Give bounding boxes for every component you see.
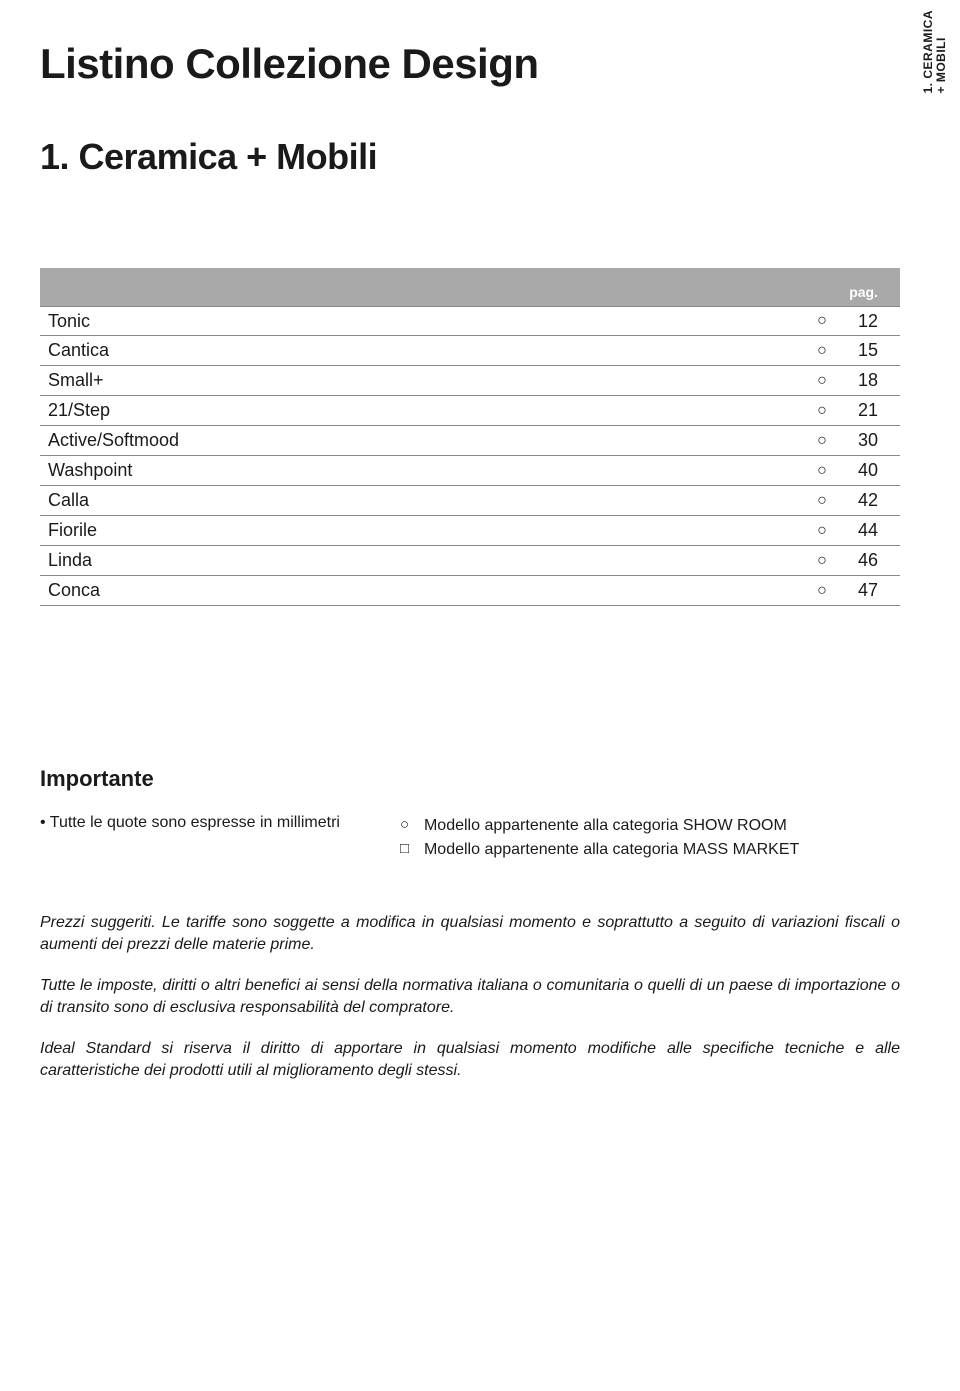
circle-icon: ○ [802, 462, 842, 480]
table-row: 21/Step○21 [40, 396, 900, 426]
circle-icon: ○ [802, 432, 842, 450]
row-name: 21/Step [48, 400, 802, 421]
side-tab-line2: + MOBILI [934, 37, 948, 93]
row-page: 21 [842, 400, 892, 421]
row-page: 46 [842, 550, 892, 571]
legend-item: □ Modello appartenente alla categoria MA… [400, 838, 799, 862]
section-title: 1. Ceramica + Mobili [40, 136, 900, 178]
table-row: Washpoint○40 [40, 456, 900, 486]
row-name: Small+ [48, 370, 802, 391]
circle-icon: ○ [802, 312, 842, 330]
row-name: Conca [48, 580, 802, 601]
legend-text: Modello appartenente alla categoria SHOW… [424, 814, 787, 838]
importante-heading: Importante [40, 766, 900, 792]
legend-text: Modello appartenente alla categoria MASS… [424, 838, 799, 862]
table-header-label: pag. [849, 284, 878, 300]
side-tab-line1: 1. CERAMICA [921, 10, 935, 94]
circle-icon: ○ [802, 552, 842, 570]
legend-item: ○ Modello appartenente alla categoria SH… [400, 814, 799, 838]
row-name: Washpoint [48, 460, 802, 481]
disclaimer-p3: Ideal Standard si riserva il diritto di … [40, 1038, 900, 1081]
table-header: pag. [40, 268, 900, 306]
row-page: 30 [842, 430, 892, 451]
circle-icon: ○ [400, 814, 416, 837]
table-row: Tonic○12 [40, 306, 900, 336]
circle-icon: ○ [802, 372, 842, 390]
legend-right: ○ Modello appartenente alla categoria SH… [400, 814, 799, 862]
row-name: Fiorile [48, 520, 802, 541]
page-title: Listino Collezione Design [40, 40, 900, 88]
circle-icon: ○ [802, 522, 842, 540]
legend-row: • Tutte le quote sono espresse in millim… [40, 814, 900, 862]
table-row: Conca○47 [40, 576, 900, 606]
table-row: Linda○46 [40, 546, 900, 576]
row-page: 44 [842, 520, 892, 541]
row-page: 40 [842, 460, 892, 481]
row-page: 47 [842, 580, 892, 601]
importante-section: Importante • Tutte le quote sono espress… [40, 766, 900, 1082]
row-name: Active/Softmood [48, 430, 802, 451]
circle-icon: ○ [802, 402, 842, 420]
row-name: Linda [48, 550, 802, 571]
disclaimer: Prezzi suggeriti. Le tariffe sono sogget… [40, 912, 900, 1082]
row-page: 15 [842, 340, 892, 361]
row-page: 18 [842, 370, 892, 391]
legend-bullet: • Tutte le quote sono espresse in millim… [40, 814, 340, 862]
circle-icon: ○ [802, 342, 842, 360]
circle-icon: ○ [802, 582, 842, 600]
row-page: 12 [842, 311, 892, 332]
index-table: pag. Tonic○12Cantica○15Small+○1821/Step○… [40, 268, 900, 606]
square-icon: □ [400, 838, 416, 861]
table-row: Active/Softmood○30 [40, 426, 900, 456]
side-tab: 1. CERAMICA + MOBILI [922, 10, 948, 94]
row-name: Calla [48, 490, 802, 511]
table-row: Small+○18 [40, 366, 900, 396]
table-row: Fiorile○44 [40, 516, 900, 546]
row-name: Tonic [48, 311, 802, 332]
disclaimer-p1: Prezzi suggeriti. Le tariffe sono sogget… [40, 912, 900, 955]
table-row: Calla○42 [40, 486, 900, 516]
table-row: Cantica○15 [40, 336, 900, 366]
row-page: 42 [842, 490, 892, 511]
row-name: Cantica [48, 340, 802, 361]
disclaimer-p2: Tutte le imposte, diritti o altri benefi… [40, 975, 900, 1018]
circle-icon: ○ [802, 492, 842, 510]
